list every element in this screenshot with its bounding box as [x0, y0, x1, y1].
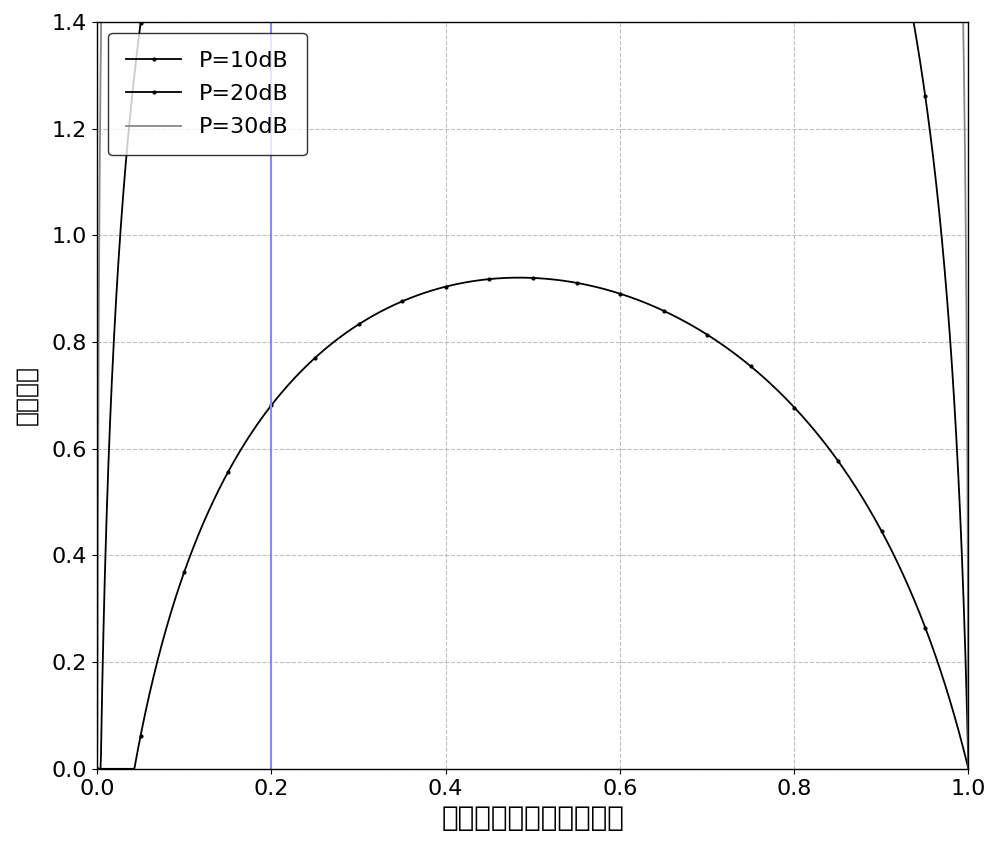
Line: P=20dB: P=20dB [94, 0, 971, 772]
P=10dB [778, 391, 790, 401]
P=20dB [135, 12, 147, 22]
P=20dB [937, 248, 949, 258]
Line: P=10dB: P=10dB [94, 275, 971, 772]
Legend: P=10dB, P=20dB, P=30dB: P=10dB, P=20dB, P=30dB [108, 33, 307, 155]
P=10dB [135, 726, 147, 736]
P=10dB [937, 673, 949, 684]
P=10dB [515, 272, 527, 283]
Line: P=30dB: P=30dB [97, 0, 968, 769]
P=10dB [962, 764, 974, 774]
P=10dB [91, 764, 103, 774]
P=10dB [938, 675, 950, 685]
P=30dB [962, 764, 974, 774]
P=10dB [513, 272, 525, 283]
P=20dB [938, 253, 950, 263]
P=20dB [962, 764, 974, 774]
P=20dB [91, 764, 103, 774]
X-axis label: 噪声功率占总功率的比值: 噪声功率占总功率的比值 [441, 804, 624, 832]
Y-axis label: 安全容量: 安全容量 [14, 365, 38, 426]
P=30dB [91, 764, 103, 774]
P=10dB [492, 273, 504, 283]
